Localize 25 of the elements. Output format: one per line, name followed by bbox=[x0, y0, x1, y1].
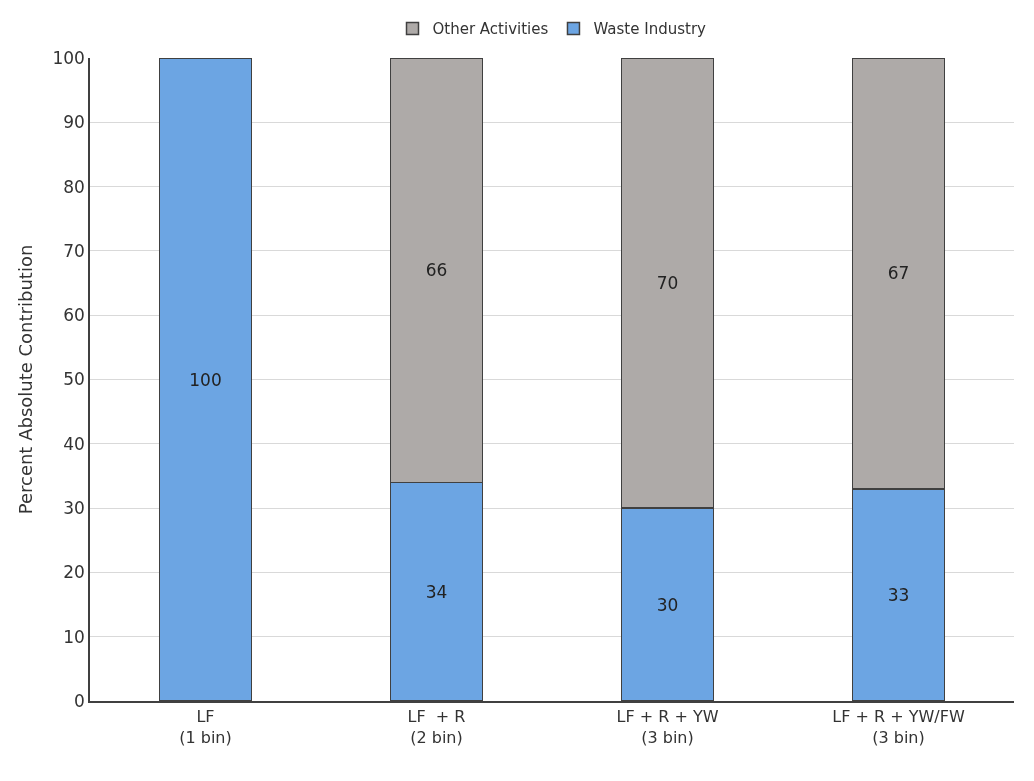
data-label: 34 bbox=[425, 581, 448, 602]
y-tick-label: 10 bbox=[63, 626, 85, 647]
y-tick-label: 40 bbox=[63, 433, 85, 454]
y-tick-label: 70 bbox=[63, 240, 85, 261]
y-tick-label: 60 bbox=[63, 305, 85, 326]
y-tick-label: 80 bbox=[63, 176, 85, 197]
data-label: 66 bbox=[425, 260, 448, 281]
data-label: 33 bbox=[887, 584, 910, 605]
data-label: 70 bbox=[656, 273, 679, 294]
y-tick-label: 50 bbox=[63, 369, 85, 390]
x-tick-label: LF + R + YW (3 bin) bbox=[616, 706, 719, 747]
legend-label: Waste Industry bbox=[593, 20, 707, 39]
legend-label: Other Activities bbox=[432, 20, 549, 39]
y-axis-title: Percent Absolute Contribution bbox=[15, 244, 37, 515]
x-tick-label: LF + R (2 bin) bbox=[407, 706, 466, 747]
data-label: 30 bbox=[656, 594, 679, 615]
data-label: 67 bbox=[887, 263, 910, 284]
y-tick-label: 0 bbox=[74, 690, 85, 711]
data-label: 100 bbox=[189, 369, 222, 390]
y-tick-label: 20 bbox=[63, 562, 85, 583]
x-tick-label: LF (1 bin) bbox=[179, 706, 232, 747]
y-tick-label: 30 bbox=[63, 498, 85, 519]
x-tick-label: LF + R + YW/FW (3 bin) bbox=[832, 706, 965, 747]
y-tick-label: 100 bbox=[52, 47, 85, 68]
y-tick-label: 90 bbox=[63, 112, 85, 133]
